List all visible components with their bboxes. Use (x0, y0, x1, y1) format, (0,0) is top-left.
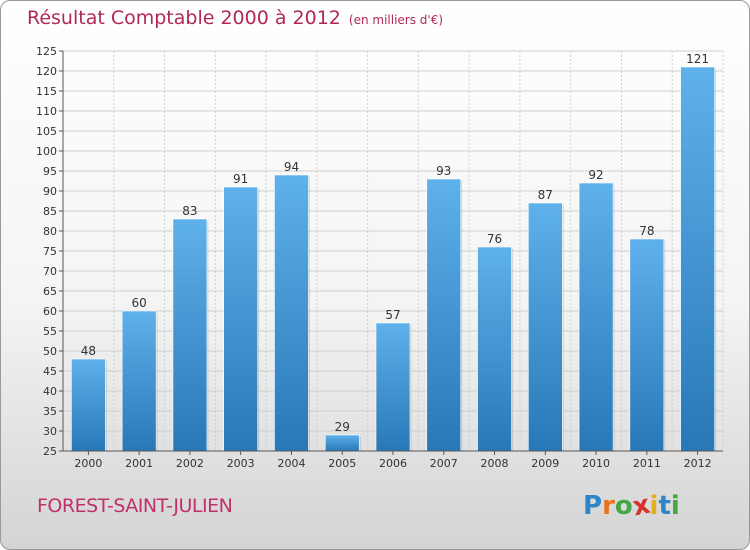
y-tick-label: 80 (43, 225, 57, 238)
logo-letter: o (614, 491, 633, 521)
x-tick-label: 2007 (430, 457, 458, 470)
bar-2004 (274, 174, 309, 452)
bar-2005 (324, 434, 360, 452)
x-tick-label: 2012 (684, 457, 712, 470)
bar-2011 (629, 238, 665, 452)
x-axis-ticks: 2000 2001 2002 2003 2004 2005 2006 2007 2008 2009… (74, 451, 712, 470)
bar-2003 (223, 186, 258, 452)
y-tick-label: 45 (43, 365, 57, 378)
y-tick-label: 30 (43, 425, 57, 438)
data-label-2001: 60 (132, 296, 147, 310)
y-tick-label: 75 (43, 245, 57, 258)
bar-2008 (477, 246, 512, 452)
y-tick-label: 125 (36, 45, 57, 58)
y-tick-label: 60 (43, 305, 57, 318)
x-tick-label: 2001 (125, 457, 153, 470)
y-tick-label: 115 (36, 85, 57, 98)
data-label-2002: 83 (182, 204, 197, 218)
proxiti-logo: Proxiti (583, 490, 680, 523)
bar-2010 (578, 182, 614, 452)
bar-2007 (426, 178, 462, 452)
bar-2002 (172, 218, 208, 452)
logo-letter: i (670, 491, 680, 521)
axes (62, 51, 723, 452)
chart-title-text: Résultat Comptable 2000 à 2012 (27, 7, 341, 29)
data-label-2005: 29 (335, 420, 350, 434)
place-name: FOREST-SAINT-JULIEN (37, 495, 233, 517)
y-tick-label: 65 (43, 285, 57, 298)
logo-letter: P (583, 491, 603, 521)
x-tick-label: 2000 (74, 457, 102, 470)
y-tick-label: 120 (36, 65, 57, 78)
y-tick-label: 25 (43, 445, 57, 458)
x-tick-label: 2006 (379, 457, 407, 470)
y-tick-label: 100 (36, 145, 57, 158)
y-tick-label: 90 (43, 185, 57, 198)
logo-letter: i (649, 491, 659, 521)
data-label-2000: 48 (81, 344, 96, 358)
data-label-2010: 92 (588, 168, 603, 182)
data-label-2012: 121 (686, 52, 709, 66)
x-tick-label: 2010 (582, 457, 610, 470)
y-tick-label: 50 (43, 345, 57, 358)
x-tick-label: 2009 (531, 457, 559, 470)
x-tick-label: 2004 (277, 457, 305, 470)
bar-2000 (71, 358, 106, 452)
bar-2006 (375, 322, 411, 452)
bar-2012 (680, 66, 715, 452)
x-tick-label: 2005 (328, 457, 356, 470)
chart-title: Résultat Comptable 2000 à 2012 (en millie… (27, 7, 443, 29)
data-label-2008: 76 (487, 232, 502, 246)
data-label-2003: 91 (233, 172, 248, 186)
y-tick-label: 110 (36, 105, 57, 118)
y-tick-label: 95 (43, 165, 57, 178)
data-labels: 48 60 83 91 94 29 57 93 76 87 92 78 121 (81, 52, 709, 434)
logo-letter: t (658, 491, 671, 521)
x-tick-label: 2003 (227, 457, 255, 470)
data-label-2009: 87 (538, 188, 553, 202)
y-tick-label: 70 (43, 265, 57, 278)
bar-2009 (528, 202, 563, 452)
y-tick-label: 105 (36, 125, 57, 138)
bars (71, 66, 717, 452)
y-tick-label: 40 (43, 385, 57, 398)
y-tick-label: 35 (43, 405, 57, 418)
x-tick-label: 2011 (633, 457, 661, 470)
logo-letter: r (602, 491, 615, 521)
data-label-2011: 78 (639, 224, 654, 238)
y-tick-label: 85 (43, 205, 57, 218)
data-label-2007: 93 (436, 164, 451, 178)
x-tick-label: 2008 (481, 457, 509, 470)
bar-2001 (121, 310, 157, 452)
data-label-2006: 57 (385, 308, 400, 322)
data-label-2004: 94 (284, 160, 299, 174)
chart-subtitle: (en milliers d'€) (348, 13, 444, 27)
y-axis-ticks: 25 30 35 40 45 50 55 60 65 70 75 80 85 90 95 100 105 110 1… (36, 45, 63, 458)
x-tick-label: 2002 (176, 457, 204, 470)
y-tick-label: 55 (43, 325, 57, 338)
